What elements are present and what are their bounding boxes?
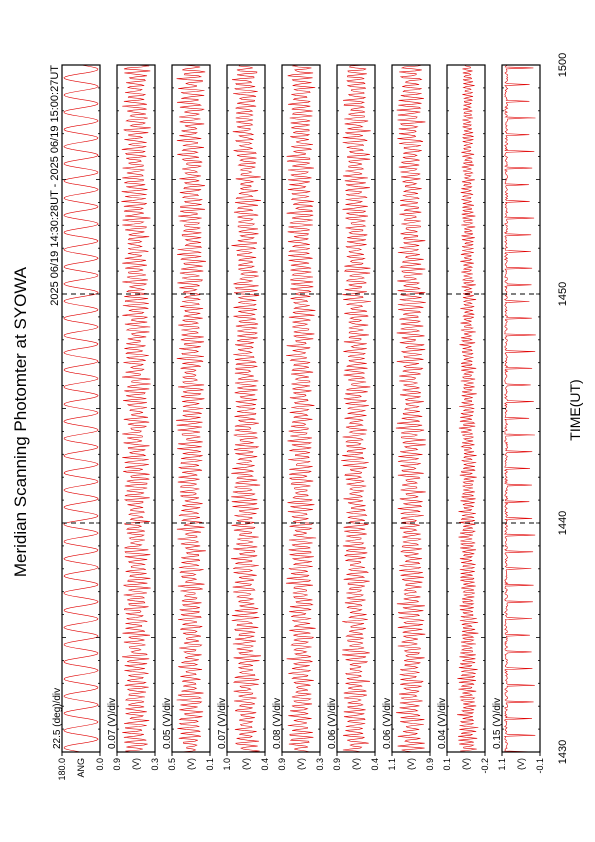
signal-trace: [285, 64, 317, 753]
scale-label: 0.06 (V)/div: [327, 698, 338, 749]
y-tick-label: 0.9: [277, 758, 287, 771]
scale-label: 0.07 (V)/div: [107, 698, 118, 749]
y-axis-label: (V): [516, 758, 526, 770]
title: Meridian Scanning Photomter at SYOWA: [11, 266, 30, 577]
signal-trace: [121, 64, 151, 753]
signal-trace: [457, 64, 479, 753]
y-axis-label: (V): [131, 758, 141, 770]
scale-label: 0.04 (V)/div: [437, 698, 448, 749]
signal-trace: [395, 64, 426, 753]
y-tick-label: 0.4: [260, 758, 270, 771]
y-tick-label: 0.5: [167, 758, 177, 771]
y-tick-label: 1.1: [387, 758, 397, 771]
landscape-plot: Meridian Scanning Photomter at SYOWA 202…: [11, 53, 583, 781]
y-tick-label: 180.0: [57, 758, 67, 781]
scale-label: 0.15 (V)/div: [492, 698, 503, 749]
y-tick-label: 0.9: [332, 758, 342, 771]
x-tick-label: 1450: [557, 282, 569, 306]
y-tick-label: 0.1: [442, 758, 452, 771]
y-axis-label: (V): [351, 758, 361, 770]
x-tick-label: 1500: [557, 53, 569, 77]
scale-label: 0.07 (V)/div: [217, 698, 228, 749]
signal-trace: [175, 64, 207, 753]
panel-frame: [501, 64, 541, 753]
y-axis-label: (V): [241, 758, 251, 770]
y-tick-label: 0.3: [315, 758, 325, 771]
y-tick-label: 0.0: [95, 758, 105, 771]
panel-frame: [226, 64, 266, 753]
x-axis-label: TIME(UT): [567, 379, 583, 440]
signal-trace: [341, 64, 371, 753]
y-tick-label: 0.9: [112, 758, 122, 771]
scale-label: 0.06 (V)/div: [382, 698, 393, 749]
x-tick-label: 1440: [557, 511, 569, 535]
y-tick-label: 0.9: [425, 758, 435, 771]
y-tick-label: 0.1: [205, 758, 215, 771]
scale-label: 22.5 (deg)/div: [52, 688, 63, 749]
y-axis-label: (V): [186, 758, 196, 770]
signal-trace: [503, 64, 536, 753]
y-axis-label: ANG: [76, 758, 86, 778]
time-range: 2025 06/19 14:30:28UT - 2025 06/19 15:00…: [49, 65, 61, 306]
x-tick-label: 1430: [557, 740, 569, 764]
y-tick-label: -0.1: [535, 758, 545, 774]
y-tick-label: 0.3: [150, 758, 160, 771]
y-tick-label: 1.1: [497, 758, 507, 771]
scale-label: 0.05 (V)/div: [162, 698, 173, 749]
y-tick-label: -0.2: [480, 758, 490, 774]
y-axis-label: (V): [461, 758, 471, 770]
signal-trace: [63, 64, 99, 753]
y-axis-label: (V): [406, 758, 416, 770]
signal-trace: [231, 64, 262, 753]
y-axis-label: (V): [296, 758, 306, 770]
y-tick-label: 0.4: [370, 758, 380, 771]
panel-frame: [391, 64, 431, 753]
y-tick-label: 1.0: [222, 758, 232, 771]
scale-label: 0.08 (V)/div: [272, 698, 283, 749]
